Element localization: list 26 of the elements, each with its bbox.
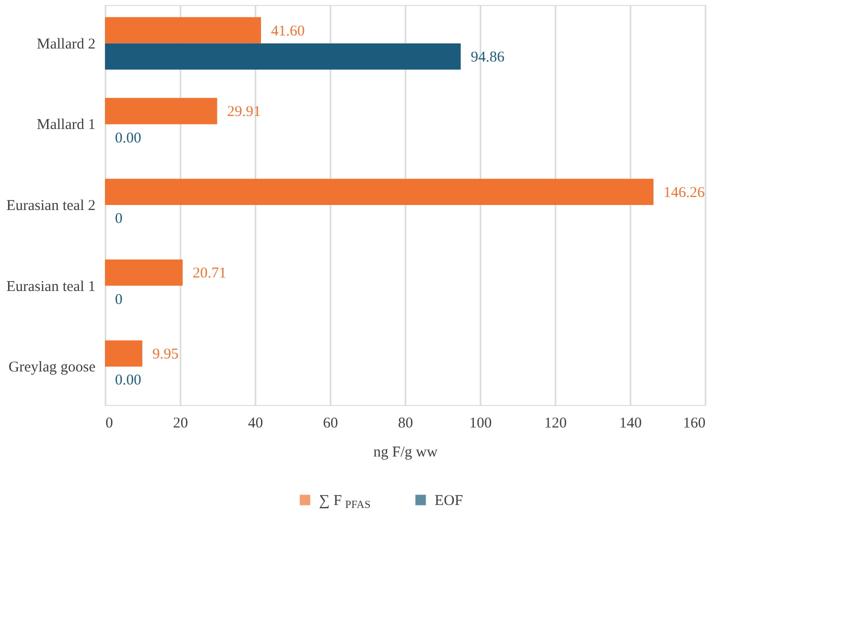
y-tick-label: Eurasian teal 2 [6,198,96,214]
data-label: 29.91 [227,104,261,120]
y-tick-label: Greylag goose [8,360,96,376]
data-label: 146.26 [663,184,706,201]
x-tick-label: 0 [106,416,113,432]
data-label: 0 [115,292,122,308]
x-tick-label: 80 [398,416,413,432]
data-label: 94.86 [470,50,505,66]
data-label: 20.71 [192,266,226,282]
x-tick-label: 160 [683,416,706,432]
x-tick-label: 120 [544,416,567,432]
y-tick-label: Mallard 2 [36,36,96,52]
x-axis-title: ng F/g ww [373,444,438,460]
data-label: 0 [115,211,122,228]
data-label: 9.95 [152,346,179,362]
y-tick-label: Eurasian teal 1 [6,278,96,295]
data-label: 0.00 [115,372,142,389]
x-tick-label: 60 [323,416,338,432]
x-tick-label: 40 [248,416,263,432]
y-tick-label: Mallard 1 [36,117,96,134]
data-label: 0.00 [115,130,142,146]
x-tick-label: 140 [619,416,642,432]
x-tick-label: 20 [173,416,188,432]
x-tick-label: 100 [469,416,492,432]
legend-label: EOF [434,493,463,509]
data-label: 41.60 [271,23,305,40]
